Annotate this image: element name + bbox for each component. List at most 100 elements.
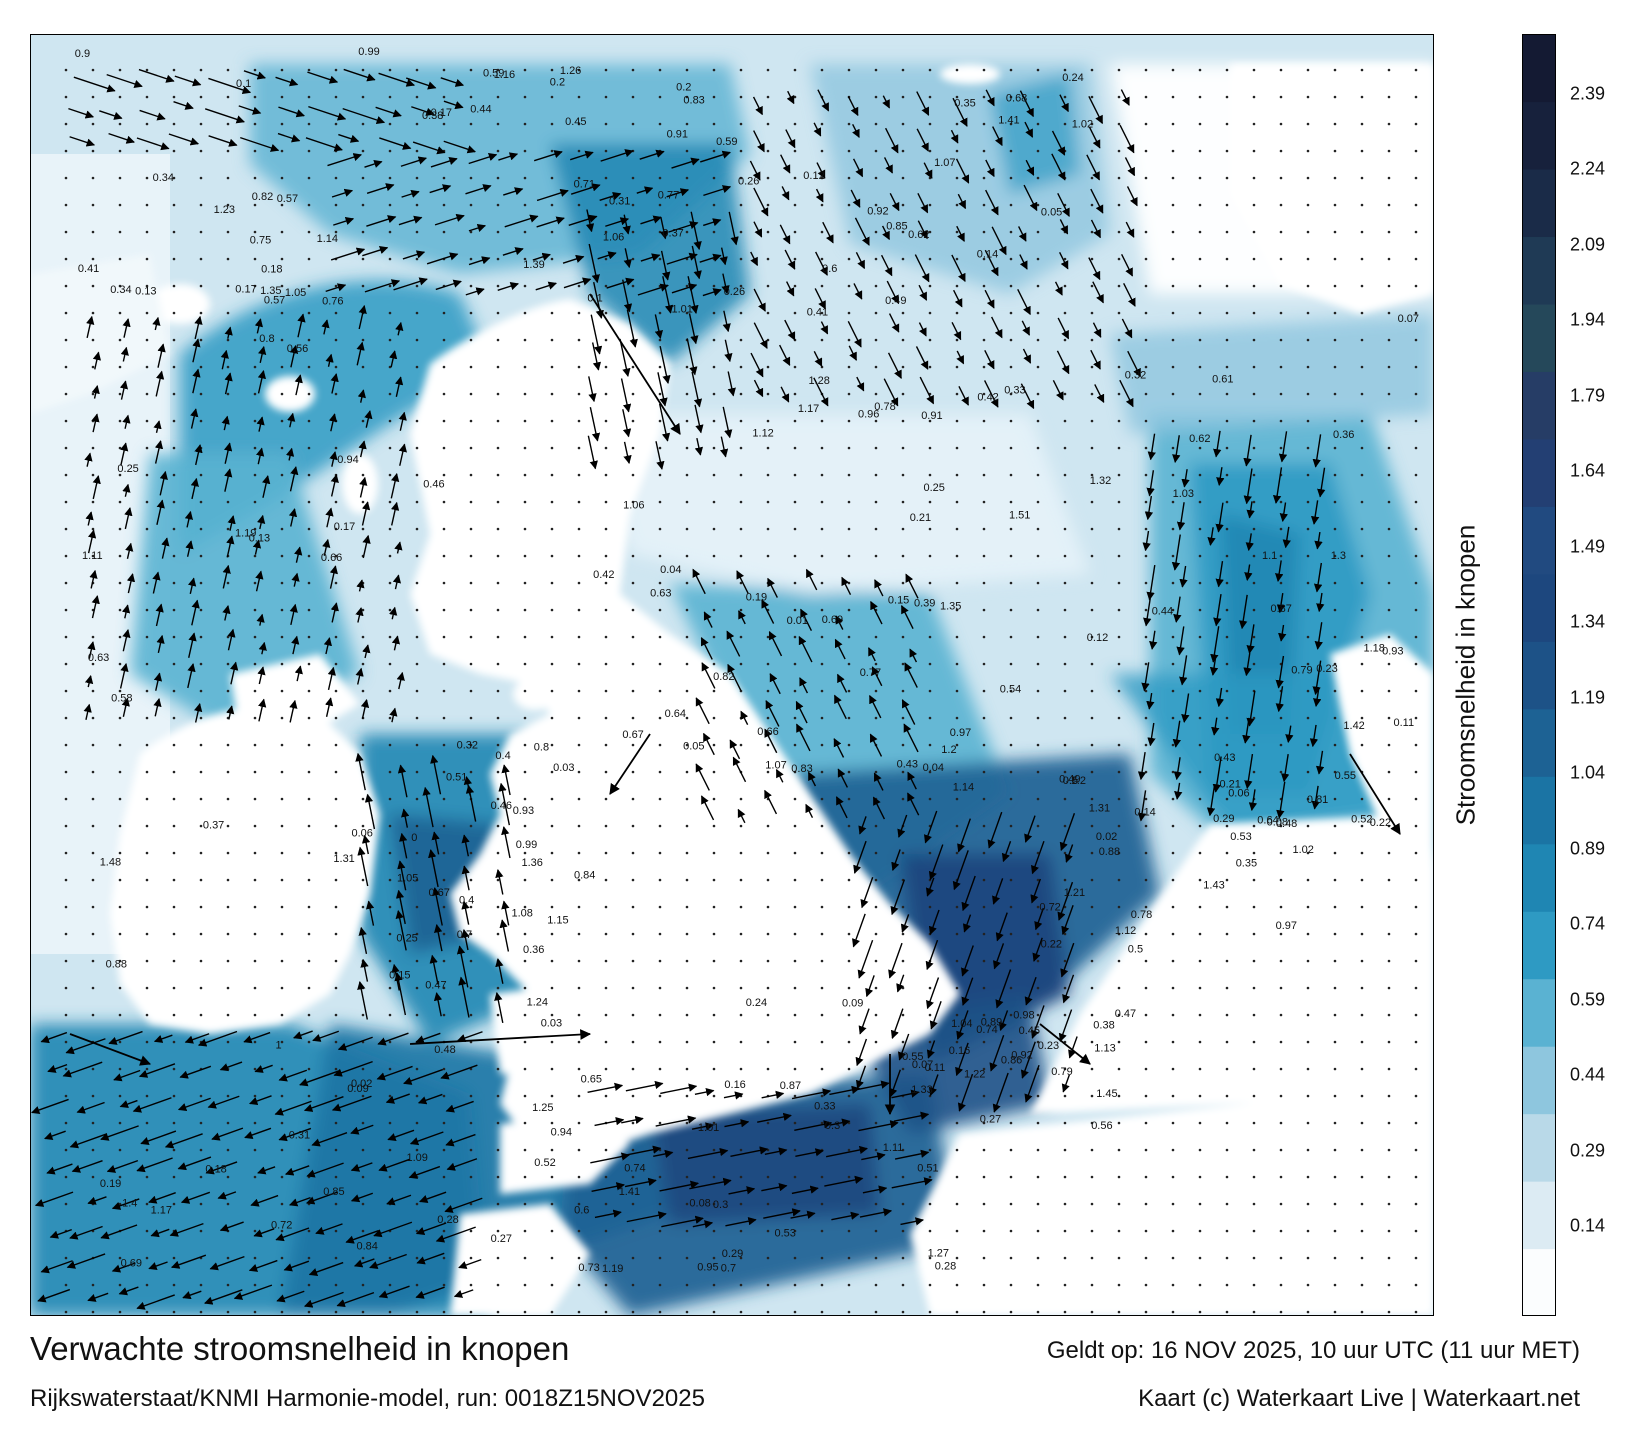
grid-dot	[685, 1094, 689, 1098]
grid-dot	[280, 905, 284, 909]
grid-dot	[1333, 176, 1337, 180]
grid-dot	[739, 1229, 743, 1233]
current-speed-map[interactable]: 0.17 0.26 0.24 0.32 0.25 0.19 0.22 0.4 0.27 0.28 0…	[30, 34, 1434, 1316]
grid-dot	[955, 662, 959, 666]
speed-value-label: 1.03	[1173, 488, 1194, 500]
legend-color-band	[1522, 708, 1556, 777]
grid-dot	[1144, 608, 1148, 612]
grid-dot	[928, 122, 932, 126]
grid-dot	[928, 608, 932, 612]
grid-dot	[1063, 122, 1067, 126]
speed-value-label: 0.74	[976, 1024, 997, 1036]
grid-dot	[874, 473, 878, 477]
grid-dot	[253, 986, 257, 990]
current-arrow	[169, 1222, 204, 1237]
grid-dot	[631, 473, 635, 477]
grid-dot	[847, 1094, 851, 1098]
grid-dot	[658, 1283, 662, 1287]
grid-dot	[1198, 1175, 1202, 1179]
grid-dot	[172, 770, 176, 774]
current-arrow	[31, 1098, 69, 1114]
current-arrow	[122, 414, 131, 429]
grid-dot	[118, 149, 122, 153]
current-arrow	[257, 514, 266, 530]
current-arrow	[108, 1030, 143, 1045]
grid-dot	[307, 203, 311, 207]
grid-dot	[1036, 338, 1040, 342]
grid-dot	[307, 1229, 311, 1233]
grid-dot	[1225, 527, 1229, 531]
grid-dot	[145, 500, 149, 504]
grid-dot	[1063, 986, 1067, 990]
grid-dot	[1387, 554, 1391, 558]
grid-dot	[172, 851, 176, 855]
current-arrow	[150, 1228, 170, 1238]
grid-dot	[1144, 824, 1148, 828]
current-arrow	[700, 637, 713, 660]
grid-dot	[1063, 95, 1067, 99]
grid-dot	[253, 1013, 257, 1017]
current-arrow	[159, 470, 168, 496]
grid-dot	[253, 932, 257, 936]
grid-dot	[145, 851, 149, 855]
grid-dot	[658, 446, 662, 450]
speed-value-label: 1.33	[911, 1084, 932, 1096]
speed-value-label: 0.8	[259, 333, 274, 345]
current-arrow	[224, 372, 233, 395]
grid-dot	[226, 284, 230, 288]
grid-dot	[1252, 824, 1256, 828]
grid-dot	[226, 635, 230, 639]
grid-dot	[91, 851, 95, 855]
grid-dot	[766, 1229, 770, 1233]
grid-dot	[1036, 1256, 1040, 1260]
grid-dot	[712, 176, 716, 180]
grid-dot	[631, 419, 635, 423]
grid-dot	[496, 1067, 500, 1071]
current-arrow	[588, 243, 600, 284]
grid-dot	[1360, 230, 1364, 234]
grid-dot	[64, 392, 68, 396]
grid-dot	[172, 608, 176, 612]
grid-dot	[1333, 122, 1337, 126]
grid-dot	[1063, 716, 1067, 720]
current-arrow	[222, 605, 231, 621]
grid-dot	[1036, 797, 1040, 801]
grid-dot	[604, 1094, 608, 1098]
grid-dot	[1198, 68, 1202, 72]
grid-dot	[577, 527, 581, 531]
grid-dot	[388, 824, 392, 828]
grid-dot	[793, 716, 797, 720]
grid-dot	[1333, 392, 1337, 396]
grid-dot	[631, 500, 635, 504]
grid-dot	[1414, 95, 1418, 99]
grid-dot	[442, 905, 446, 909]
grid-dot	[523, 257, 527, 261]
grid-dot	[334, 203, 338, 207]
grid-dot	[847, 554, 851, 558]
grid-dot	[604, 176, 608, 180]
grid-dot	[145, 905, 149, 909]
grid-dot	[847, 797, 851, 801]
current-arrow	[671, 157, 700, 169]
grid-dot	[847, 743, 851, 747]
current-arrow	[219, 1221, 244, 1232]
current-arrow	[379, 137, 412, 150]
grid-dot	[550, 392, 554, 396]
grid-dot	[145, 1094, 149, 1098]
grid-dot	[685, 527, 689, 531]
current-arrow	[461, 865, 470, 891]
grid-dot	[847, 1067, 851, 1071]
current-arrow	[494, 991, 504, 1024]
grid-dot	[793, 419, 797, 423]
grid-dot	[64, 95, 68, 99]
grid-dot	[64, 1283, 68, 1287]
current-arrow	[415, 1032, 441, 1044]
grid-dot	[172, 311, 176, 315]
grid-dot	[469, 419, 473, 423]
grid-dot	[1117, 1148, 1121, 1152]
grid-dot	[1036, 419, 1040, 423]
grid-dot	[1360, 743, 1364, 747]
current-arrow	[765, 700, 780, 727]
grid-dot	[145, 1040, 149, 1044]
grid-dot	[280, 1175, 284, 1179]
